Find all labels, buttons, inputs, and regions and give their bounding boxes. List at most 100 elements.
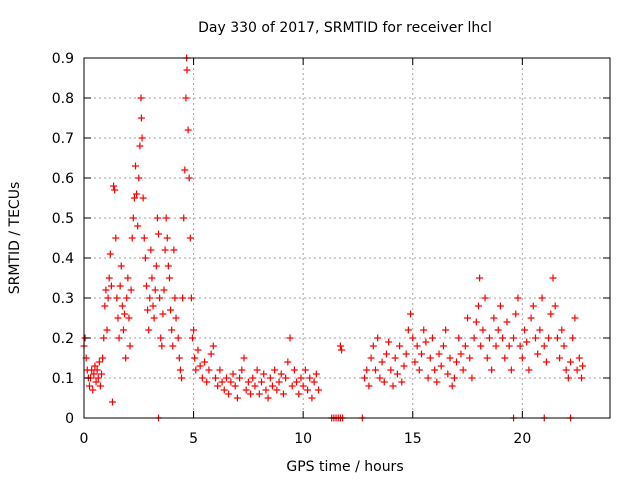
data-point bbox=[540, 342, 548, 350]
data-point bbox=[398, 378, 406, 386]
data-point bbox=[477, 342, 485, 350]
data-point bbox=[525, 366, 533, 374]
data-point bbox=[492, 342, 500, 350]
data-point bbox=[148, 274, 156, 282]
data-point bbox=[145, 326, 153, 334]
data-point bbox=[402, 350, 410, 358]
data-point bbox=[124, 274, 132, 282]
data-point bbox=[182, 94, 190, 102]
data-point bbox=[393, 370, 401, 378]
data-point bbox=[378, 358, 386, 366]
data-point bbox=[153, 214, 161, 222]
data-point bbox=[575, 354, 583, 362]
data-point bbox=[545, 334, 553, 342]
data-point bbox=[150, 314, 158, 322]
data-point bbox=[422, 338, 430, 346]
data-point bbox=[149, 302, 157, 310]
data-point bbox=[420, 326, 428, 334]
data-point bbox=[273, 386, 281, 394]
data-point bbox=[198, 374, 206, 382]
data-point bbox=[382, 350, 390, 358]
y-axis-label: SRMTID / TECUs bbox=[7, 182, 23, 295]
data-point bbox=[501, 354, 509, 362]
data-point bbox=[192, 366, 200, 374]
data-point bbox=[282, 374, 290, 382]
data-point bbox=[518, 354, 526, 362]
data-point bbox=[468, 374, 476, 382]
data-point bbox=[338, 346, 346, 354]
data-point bbox=[129, 214, 137, 222]
data-point bbox=[122, 354, 130, 362]
data-point bbox=[147, 246, 155, 254]
data-point bbox=[174, 334, 182, 342]
data-point bbox=[481, 294, 489, 302]
data-point bbox=[176, 366, 184, 374]
data-point bbox=[297, 374, 305, 382]
data-point bbox=[123, 294, 131, 302]
data-point bbox=[470, 334, 478, 342]
data-point bbox=[542, 358, 550, 366]
data-point bbox=[510, 334, 518, 342]
data-point bbox=[91, 362, 99, 370]
data-point bbox=[308, 394, 316, 402]
data-point bbox=[205, 366, 213, 374]
data-point bbox=[547, 310, 555, 318]
data-point bbox=[573, 366, 581, 374]
data-point bbox=[231, 382, 239, 390]
data-point bbox=[437, 362, 445, 370]
y-tick-label: 0.5 bbox=[52, 211, 74, 227]
data-point bbox=[111, 186, 119, 194]
data-point bbox=[218, 378, 226, 386]
data-point bbox=[115, 334, 123, 342]
data-point bbox=[312, 370, 320, 378]
data-point bbox=[136, 142, 144, 150]
data-point bbox=[407, 310, 415, 318]
data-point bbox=[101, 302, 109, 310]
data-point bbox=[114, 314, 122, 322]
data-point bbox=[171, 294, 179, 302]
data-point bbox=[183, 66, 191, 74]
data-point bbox=[266, 374, 274, 382]
data-point bbox=[89, 386, 97, 394]
data-point bbox=[85, 382, 93, 390]
data-point bbox=[579, 362, 587, 370]
data-point bbox=[521, 326, 529, 334]
data-point bbox=[262, 386, 270, 394]
data-point bbox=[164, 262, 172, 270]
data-point bbox=[140, 234, 148, 242]
data-point bbox=[400, 362, 408, 370]
axis-ticks: 0 0.1 0.2 0.3 0.4 0.5 0.6 0.7 0.8 0.9 0 5 10 15 20 bbox=[52, 51, 610, 447]
data-point bbox=[365, 382, 373, 390]
data-point bbox=[442, 326, 450, 334]
data-point bbox=[387, 366, 395, 374]
data-point bbox=[499, 334, 507, 342]
data-point bbox=[507, 366, 515, 374]
data-point bbox=[299, 382, 307, 390]
data-point bbox=[156, 294, 164, 302]
data-point bbox=[439, 342, 447, 350]
data-point bbox=[100, 334, 108, 342]
data-point bbox=[98, 370, 106, 378]
data-point bbox=[104, 294, 112, 302]
data-point bbox=[158, 342, 166, 350]
x-tick-label: 20 bbox=[513, 431, 531, 447]
data-point bbox=[233, 394, 241, 402]
data-point bbox=[288, 382, 296, 390]
data-point bbox=[268, 382, 276, 390]
data-point bbox=[137, 94, 145, 102]
data-point bbox=[551, 302, 559, 310]
data-point bbox=[258, 378, 266, 386]
y-tick-label: 0.1 bbox=[52, 371, 74, 387]
data-point bbox=[556, 354, 564, 362]
data-point bbox=[562, 366, 570, 374]
data-point bbox=[112, 234, 120, 242]
data-point bbox=[146, 294, 154, 302]
data-point bbox=[167, 306, 175, 314]
data-point bbox=[385, 338, 393, 346]
data-point bbox=[139, 194, 147, 202]
data-point bbox=[363, 366, 371, 374]
data-point bbox=[94, 374, 102, 382]
data-point bbox=[151, 286, 159, 294]
data-point bbox=[93, 366, 101, 374]
